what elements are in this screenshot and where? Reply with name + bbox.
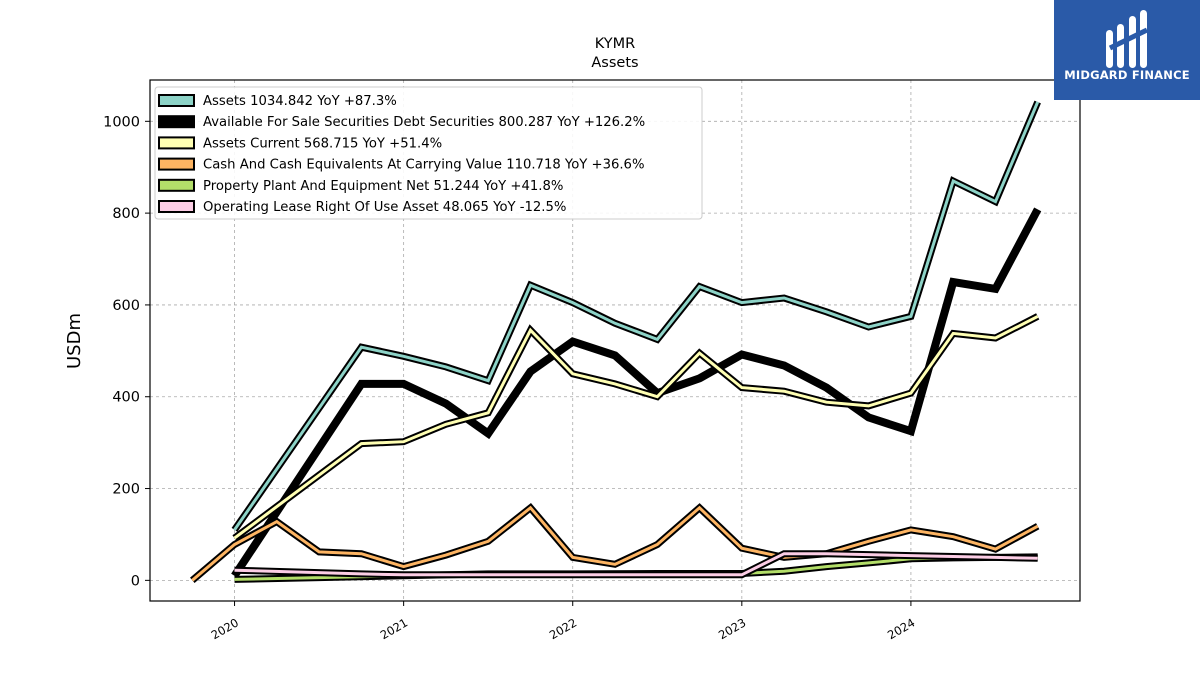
logo-mark-icon [1106, 10, 1149, 68]
legend-swatch [158, 178, 195, 192]
plot-frame [149, 79, 1081, 602]
y-tick-label: 1000 [103, 114, 140, 130]
chart-title: KYMR [595, 36, 635, 52]
x-tick-label: 2022 [547, 615, 579, 642]
y-tick-label: 800 [112, 206, 140, 222]
legend-swatch [158, 200, 195, 213]
series-line [231, 207, 1042, 579]
legend: Assets 1034.842 YoY +87.3% Available For … [154, 86, 703, 220]
series-layer [190, 100, 1042, 583]
legend-swatch [158, 94, 195, 107]
y-tick-label: 600 [112, 298, 140, 314]
legend-swatch [158, 157, 195, 171]
series-line [233, 315, 1039, 540]
y-tick-label: 0 [131, 573, 140, 589]
midgard-finance-logo: MIDGARD FINANCE [1054, 0, 1200, 100]
y-tick-label: 400 [112, 390, 140, 406]
series-line [233, 101, 1040, 531]
x-tick-label: 2023 [716, 615, 748, 642]
x-tick-label: 2024 [885, 615, 917, 642]
legend-label: Property Plant And Equipment Net 51.244 … [203, 179, 563, 194]
logo-text: MIDGARD FINANCE [1064, 68, 1190, 82]
x-tick-label: 2021 [378, 615, 410, 642]
y-axis-label: USDm [64, 313, 85, 369]
chart-subtitle: Assets [591, 55, 638, 71]
legend-box [154, 86, 703, 220]
series-line-outline [232, 313, 1040, 541]
legend-label: Assets Current 568.715 YoY +51.4% [203, 136, 442, 151]
legend-swatch [158, 136, 195, 150]
x-tick-label: 2020 [209, 615, 241, 642]
series-line [191, 505, 1039, 582]
legend-label: Available For Sale Securities Debt Secur… [203, 115, 645, 130]
legend-label: Assets 1034.842 YoY +87.3% [203, 94, 397, 109]
legend-label: Cash And Cash Equivalents At Carrying Va… [203, 158, 644, 173]
y-tick-label: 200 [112, 482, 140, 498]
legend-label: Operating Lease Right Of Use Asset 48.06… [203, 200, 566, 215]
legend-swatch [158, 115, 195, 129]
series-line [234, 552, 1038, 577]
